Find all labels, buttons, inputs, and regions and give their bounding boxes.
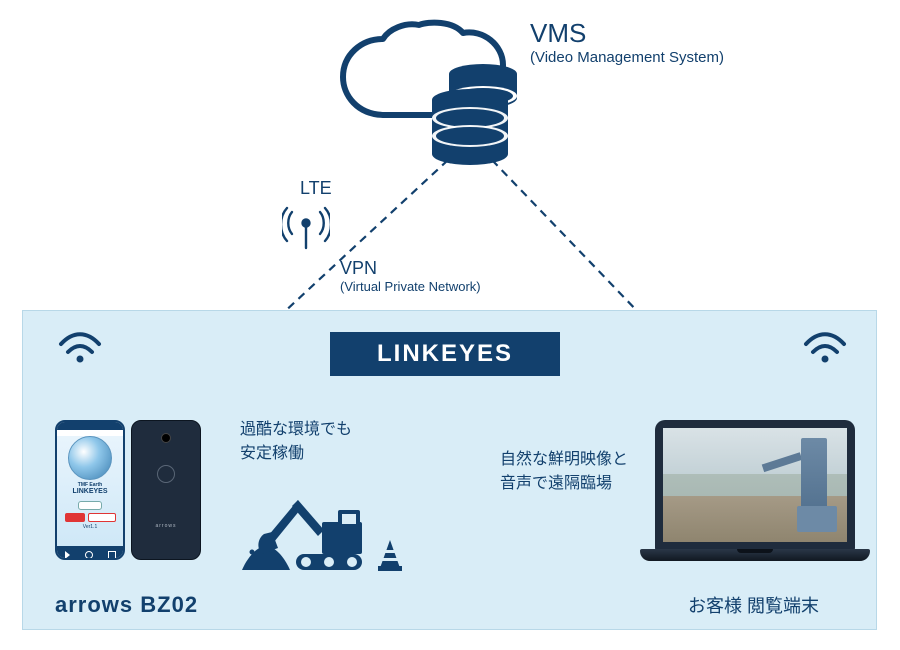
harsh-env-line2: 安定稼働	[240, 442, 352, 466]
phone-back: arrows	[131, 420, 201, 560]
viewer-label: お客様 閲覧端末	[688, 592, 819, 618]
harsh-env-text: 過酷な環境でも 安定稼働	[240, 418, 352, 466]
vms-title-block: VMS (Video Management System)	[530, 18, 724, 66]
phone-version: Ver1.1	[57, 524, 123, 530]
remote-presence-text: 自然な鮮明映像と 音声で遠隔臨場	[500, 448, 628, 496]
diagram-canvas: VMS (Video Management System) LTE VPN (V…	[0, 0, 900, 650]
remote-line1: 自然な鮮明映像と	[500, 448, 628, 472]
linkeyes-badge: LINKEYES	[330, 332, 560, 376]
remote-line2: 音声で遠隔臨場	[500, 472, 628, 496]
phone-front: TMF Earth LINKEYES Ver1.1	[55, 420, 125, 560]
harsh-env-line1: 過酷な環境でも	[240, 418, 352, 442]
vpn-label: VPN	[340, 258, 481, 279]
vpn-label-block: VPN (Virtual Private Network)	[340, 258, 481, 294]
vms-subtitle: (Video Management System)	[530, 49, 724, 66]
arrows-phone-mockup: TMF Earth LINKEYES Ver1.1 arrows	[55, 420, 201, 560]
lte-label: LTE	[300, 178, 332, 199]
vpn-subtitle: (Virtual Private Network)	[340, 279, 481, 294]
viewer-laptop	[640, 420, 870, 561]
antenna-icon	[282, 200, 330, 250]
phone-brand: LINKEYES	[57, 488, 123, 495]
vms-title: VMS	[530, 18, 724, 49]
excavator-icon	[238, 470, 408, 580]
wifi-right-icon	[800, 322, 850, 364]
wifi-left-icon	[55, 322, 105, 364]
laptop-screen	[663, 428, 847, 542]
arrows-label: arrows BZ02	[55, 592, 198, 618]
